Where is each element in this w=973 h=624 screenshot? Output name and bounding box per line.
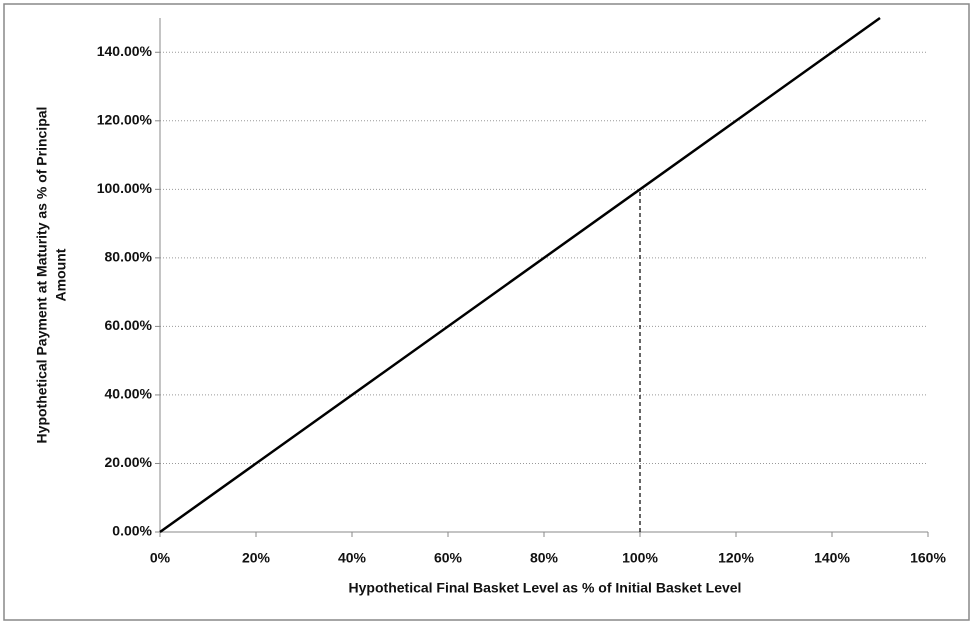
x-tick-label: 60% (434, 550, 463, 566)
y-tick-label: 120.00% (97, 112, 153, 128)
x-tick-label: 20% (242, 550, 271, 566)
x-axis-title: Hypothetical Final Basket Level as % of … (349, 580, 742, 596)
x-tick-label: 40% (338, 550, 367, 566)
y-tick-label: 60.00% (105, 317, 153, 333)
y-tick-label: 20.00% (105, 454, 153, 470)
x-tick-label: 160% (910, 550, 946, 566)
y-tick-label: 140.00% (97, 43, 153, 59)
x-tick-label: 120% (718, 550, 754, 566)
y-tick-label: 40.00% (105, 386, 153, 402)
x-tick-label: 140% (814, 550, 850, 566)
y-axis-title: Hypothetical Payment at Maturity as % of… (34, 107, 69, 444)
y-axis-title-line: Hypothetical Payment at Maturity as % of… (34, 107, 50, 444)
y-tick-label: 0.00% (112, 523, 152, 539)
line (159, 16, 881, 534)
x-tick-label: 0% (150, 550, 171, 566)
x-tick-label: 100% (622, 550, 658, 566)
chart-frame (3, 3, 970, 621)
y-tick-label: 80.00% (105, 249, 153, 265)
y-tick-label: 100.00% (97, 180, 153, 196)
y-axis-title-line: Amount (53, 248, 69, 301)
x-tick-label: 80% (530, 550, 559, 566)
